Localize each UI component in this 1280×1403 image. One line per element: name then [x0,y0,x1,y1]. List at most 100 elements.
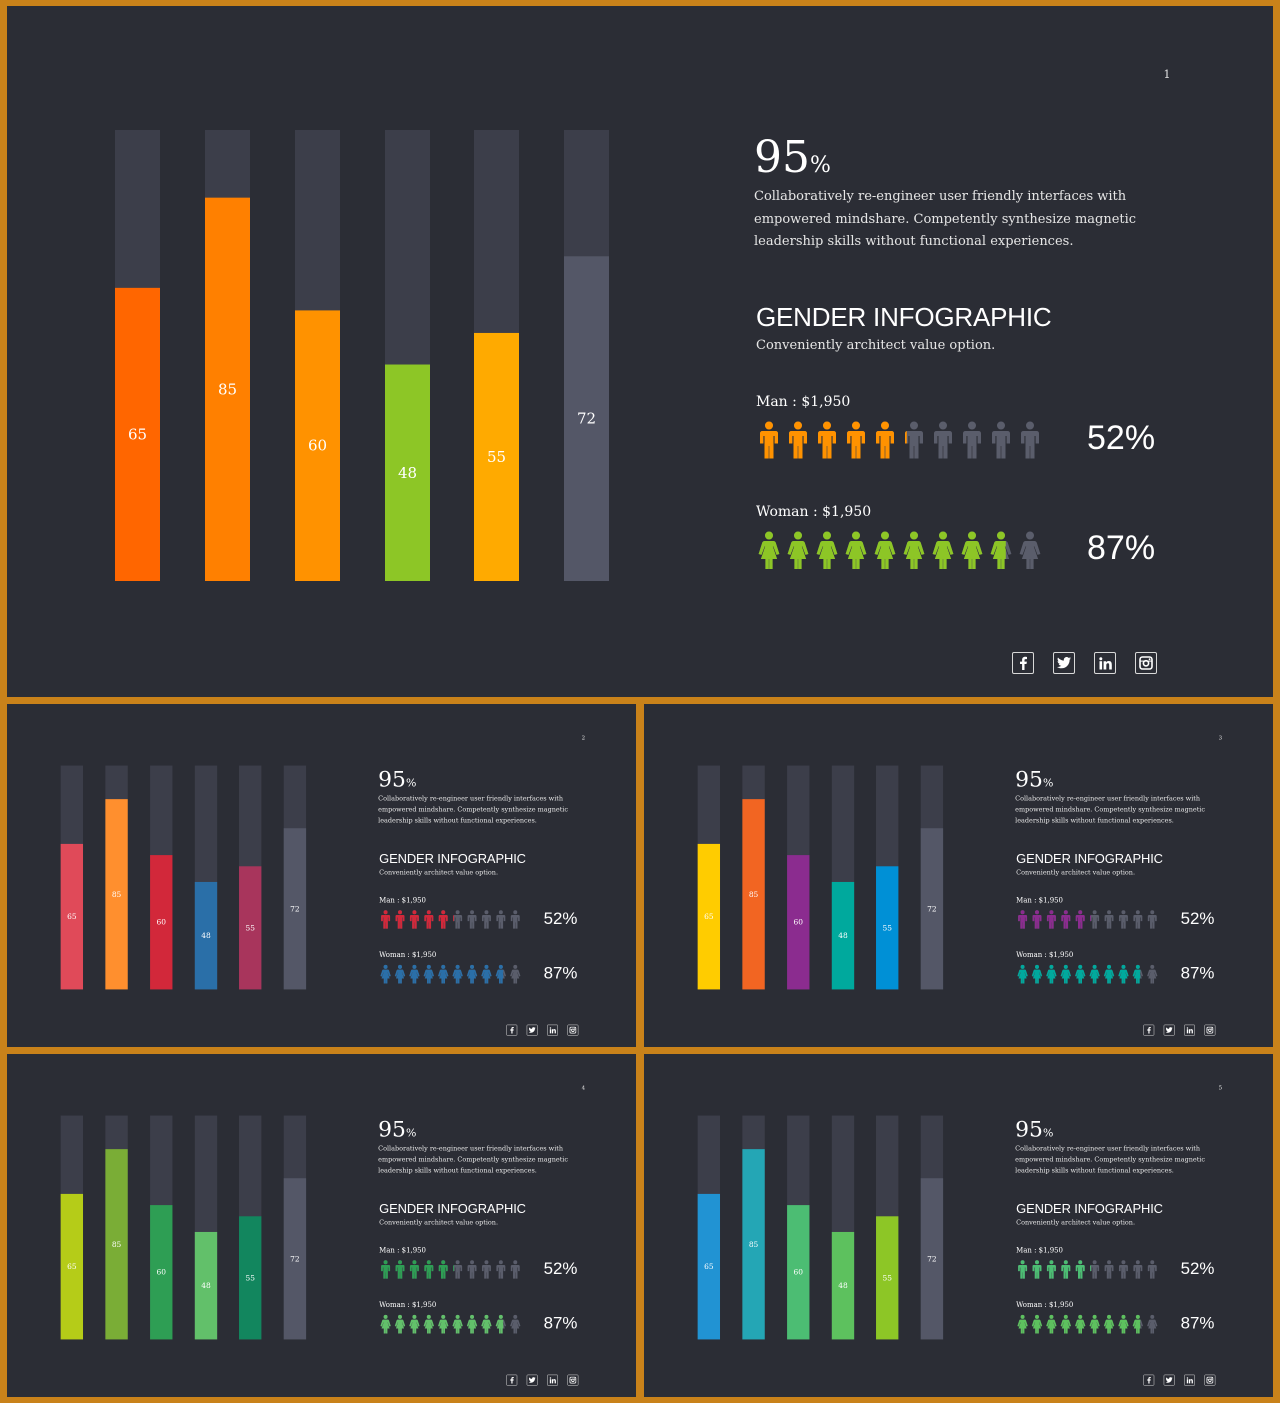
woman-person-icon [1046,964,1057,984]
bar-4 [385,364,430,581]
slide-4: 4 65 85 60 48 55 72 95% Collaboratively re-en… [7,1054,636,1397]
social-links [1143,1024,1224,1036]
woman-icon-row [1017,1314,1161,1334]
man-person-icon [1021,421,1039,459]
slide-content: 3 65 85 60 48 55 72 95% Collaboratively re-en… [644,704,1273,1047]
man-icon-row [757,420,1047,460]
bar-1 [115,287,160,581]
woman-person-icon [1103,1314,1115,1334]
instagram-icon[interactable] [567,1374,579,1386]
bar-data-label: 55 [882,923,892,932]
woman-person-icon [1031,1314,1043,1334]
woman-person-icon [452,964,463,984]
bar-2 [742,799,765,990]
instagram-icon[interactable] [1135,652,1157,674]
man-person-icon [424,1260,434,1279]
description-text: Collaboratively re-engineer user friendl… [378,1144,568,1175]
linkedin-icon[interactable] [1184,1024,1195,1036]
woman-person-icon [1017,1314,1028,1334]
man-person-icon [1061,1260,1071,1279]
twitter-icon[interactable] [526,1374,538,1386]
man-person-icon [1075,1260,1085,1279]
man-person-icon [453,1260,463,1279]
instagram-icon[interactable] [567,1024,579,1036]
description-text: Collaboratively re-engineer user friendl… [1015,794,1205,825]
bar-data-label: 72 [927,1254,936,1263]
instagram-icon[interactable] [1204,1374,1216,1386]
bar-1 [60,1193,84,1340]
facebook-icon[interactable] [1143,1374,1155,1386]
woman-person-icon [394,1314,406,1334]
bar-data-label: 72 [927,904,936,913]
slide-5: 5 65 85 60 48 55 72 95% Collaboratively re-en… [644,1054,1273,1397]
bar-5 [239,866,262,990]
page-number: 5 [1218,1084,1223,1092]
bar-data-label: 55 [487,448,506,466]
man-person-icon [510,1260,520,1279]
woman-percent: 87% [543,1313,578,1333]
man-person-icon [510,910,520,929]
man-person-icon [1133,910,1143,929]
man-person-icon [905,421,923,459]
twitter-icon[interactable] [526,1024,538,1036]
twitter-icon[interactable] [1053,652,1075,674]
section-title: GENDER INFOGRAPHIC [756,302,1052,332]
facebook-icon[interactable] [506,1024,518,1036]
headline-value: 95 [378,1116,406,1142]
headline-stat: 95% [378,1116,416,1148]
bar-chart: 65 85 60 48 55 72 [60,1115,307,1340]
man-person-icon [1075,910,1085,929]
facebook-icon[interactable] [506,1374,518,1386]
woman-person-icon [1017,964,1028,984]
woman-percent: 87% [1180,963,1215,983]
man-person-icon [481,1260,491,1279]
woman-label: Woman : $1,950 [1016,951,1074,960]
woman-person-icon [1132,1314,1144,1334]
instagram-icon[interactable] [1204,1024,1216,1036]
bar-data-label: 60 [308,437,327,455]
woman-icon-row [380,964,524,984]
social-links [506,1024,587,1036]
woman-person-icon [990,531,1012,569]
woman-percent: 87% [543,963,578,983]
man-label: Man : $1,950 [379,1246,426,1255]
bar-data-label: 48 [838,931,848,940]
headline-stat: 95% [378,766,416,798]
bar-5 [876,1216,899,1340]
bar-data-label: 72 [577,410,596,428]
linkedin-icon[interactable] [1184,1374,1195,1386]
bar-6 [283,828,307,990]
man-person-icon [1090,910,1100,929]
slide-content: 5 65 85 60 48 55 72 95% Collaboratively re-en… [644,1054,1273,1397]
bar-5 [876,866,899,990]
woman-person-icon [438,1314,449,1334]
linkedin-icon[interactable] [1094,652,1116,674]
bar-data-label: 60 [157,1268,167,1277]
section-title: GENDER INFOGRAPHIC [379,1200,526,1216]
woman-person-icon [932,531,954,569]
bar-chart: 65 85 60 48 55 72 [697,1115,944,1340]
man-person-icon [1147,1260,1157,1279]
woman-person-icon [452,1314,463,1334]
facebook-icon[interactable] [1143,1024,1155,1036]
woman-label: Woman : $1,950 [1016,1301,1074,1310]
linkedin-icon[interactable] [547,1374,558,1386]
linkedin-icon[interactable] [547,1024,558,1036]
woman-person-icon [1089,964,1100,984]
headline-value: 95 [754,132,810,183]
section-title: GENDER INFOGRAPHIC [1016,850,1163,866]
bar-2 [105,1149,128,1340]
bar-data-label: 65 [128,425,147,443]
slide-content: 2 65 85 60 48 55 72 95% Collaboratively re-en… [7,704,636,1047]
woman-person-icon [874,531,896,569]
man-person-icon [1032,910,1042,929]
facebook-icon[interactable] [1012,652,1034,674]
man-percent: 52% [1180,909,1215,928]
slide-content: 4 65 85 60 48 55 72 95% Collaboratively re-en… [7,1054,636,1397]
woman-label: Woman : $1,950 [379,951,437,960]
twitter-icon[interactable] [1163,1024,1175,1036]
bar-6 [283,1178,307,1340]
twitter-icon[interactable] [1163,1374,1175,1386]
woman-person-icon [466,964,478,984]
woman-icon-row [1017,964,1161,984]
